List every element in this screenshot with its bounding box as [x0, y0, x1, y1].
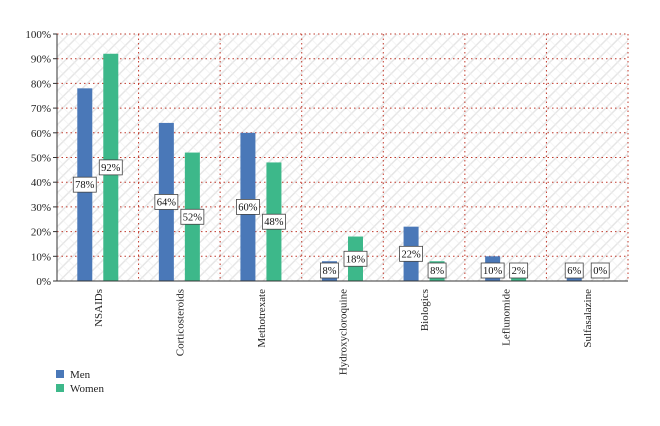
data-label-text: 78%	[75, 180, 95, 191]
data-label-text: 10%	[483, 266, 503, 277]
data-label-text: 92%	[101, 163, 121, 174]
y-tick-label: 20%	[31, 227, 51, 239]
data-label-text: 48%	[264, 217, 284, 228]
data-label-box	[564, 262, 584, 279]
data-label-text: 6%	[567, 266, 581, 277]
legend: Men Women	[56, 369, 104, 395]
data-label-box	[480, 262, 505, 279]
legend-label: Men	[70, 369, 91, 381]
y-tick-label: 30%	[31, 202, 51, 214]
y-tick-label: 50%	[31, 153, 51, 165]
x-category-label: Methotrexate	[256, 289, 268, 348]
x-category-label: Hydroxycloroquine	[338, 289, 350, 375]
data-label-women: 48%	[262, 213, 286, 230]
data-label-box	[98, 159, 123, 176]
data-label-women: 18%	[343, 250, 368, 267]
data-label-text: 60%	[238, 202, 258, 213]
x-category-label: NSAIDs	[93, 289, 105, 327]
y-tick-label: 60%	[31, 128, 51, 140]
data-label-box	[262, 213, 286, 230]
x-category-label: Corticosteroids	[174, 289, 186, 356]
data-label-women: 8%	[427, 262, 447, 279]
data-label-box	[180, 208, 205, 225]
data-label-men: 78%	[72, 176, 97, 193]
data-label-text: 8%	[430, 266, 444, 277]
y-tick-label: 40%	[31, 177, 51, 189]
legend-swatch	[56, 384, 64, 392]
x-category-label: Leflunomide	[501, 289, 513, 346]
data-label-men: 10%	[480, 262, 505, 279]
data-label-women: 2%	[509, 262, 529, 279]
data-label-text: 0%	[593, 266, 607, 277]
data-label-box	[154, 194, 179, 210]
legend-label: Women	[70, 383, 104, 395]
data-label-text: 2%	[512, 266, 526, 277]
data-label-box	[399, 245, 423, 262]
legend-item-men: Men	[56, 369, 91, 381]
data-label-box	[590, 262, 610, 279]
y-tick-label: 70%	[31, 103, 51, 115]
x-category-label: Sulfasalazine	[582, 289, 594, 348]
data-label-women: 92%	[98, 159, 123, 176]
data-label-text: 8%	[323, 266, 337, 277]
bar-women	[511, 276, 527, 281]
x-category-label: Biologics	[419, 289, 431, 331]
y-axis: 0% 10% 20% 30% 40% 50% 60% 70% 80% 90% 100%	[25, 29, 58, 288]
data-labels: 78% 92% 64% 52% 60% 48% 8% 18% 22% 8% 10% 2% 6% 0%	[72, 159, 610, 279]
data-label-text: 52%	[183, 212, 203, 223]
legend-item-women: Women	[56, 383, 104, 395]
y-tick-label: 80%	[31, 78, 51, 90]
gridlines	[57, 33, 629, 281]
data-label-men: 22%	[399, 245, 423, 262]
data-label-box	[72, 176, 97, 193]
data-label-box	[509, 262, 529, 279]
data-label-text: 64%	[157, 197, 177, 208]
y-tick-label: 0%	[36, 276, 51, 288]
data-label-men: 8%	[320, 262, 339, 279]
legend-swatch	[56, 370, 64, 378]
data-label-text: 18%	[346, 254, 366, 265]
data-label-women: 0%	[590, 262, 610, 279]
data-label-box	[320, 262, 339, 279]
data-label-men: 64%	[154, 194, 179, 210]
data-label-men: 60%	[236, 198, 260, 215]
y-tick-label: 100%	[25, 29, 51, 41]
x-axis: NSAIDs Corticosteroids Methotrexate Hydroxy…	[57, 280, 628, 375]
data-label-men: 6%	[564, 262, 584, 279]
data-label-women: 52%	[180, 208, 205, 225]
plot-background	[57, 34, 628, 281]
data-label-box	[236, 198, 260, 215]
data-label-text: 22%	[401, 249, 421, 260]
y-tick-label: 90%	[31, 54, 51, 66]
data-label-box	[343, 250, 368, 267]
y-tick-label: 10%	[31, 251, 51, 263]
data-label-box	[427, 262, 447, 279]
